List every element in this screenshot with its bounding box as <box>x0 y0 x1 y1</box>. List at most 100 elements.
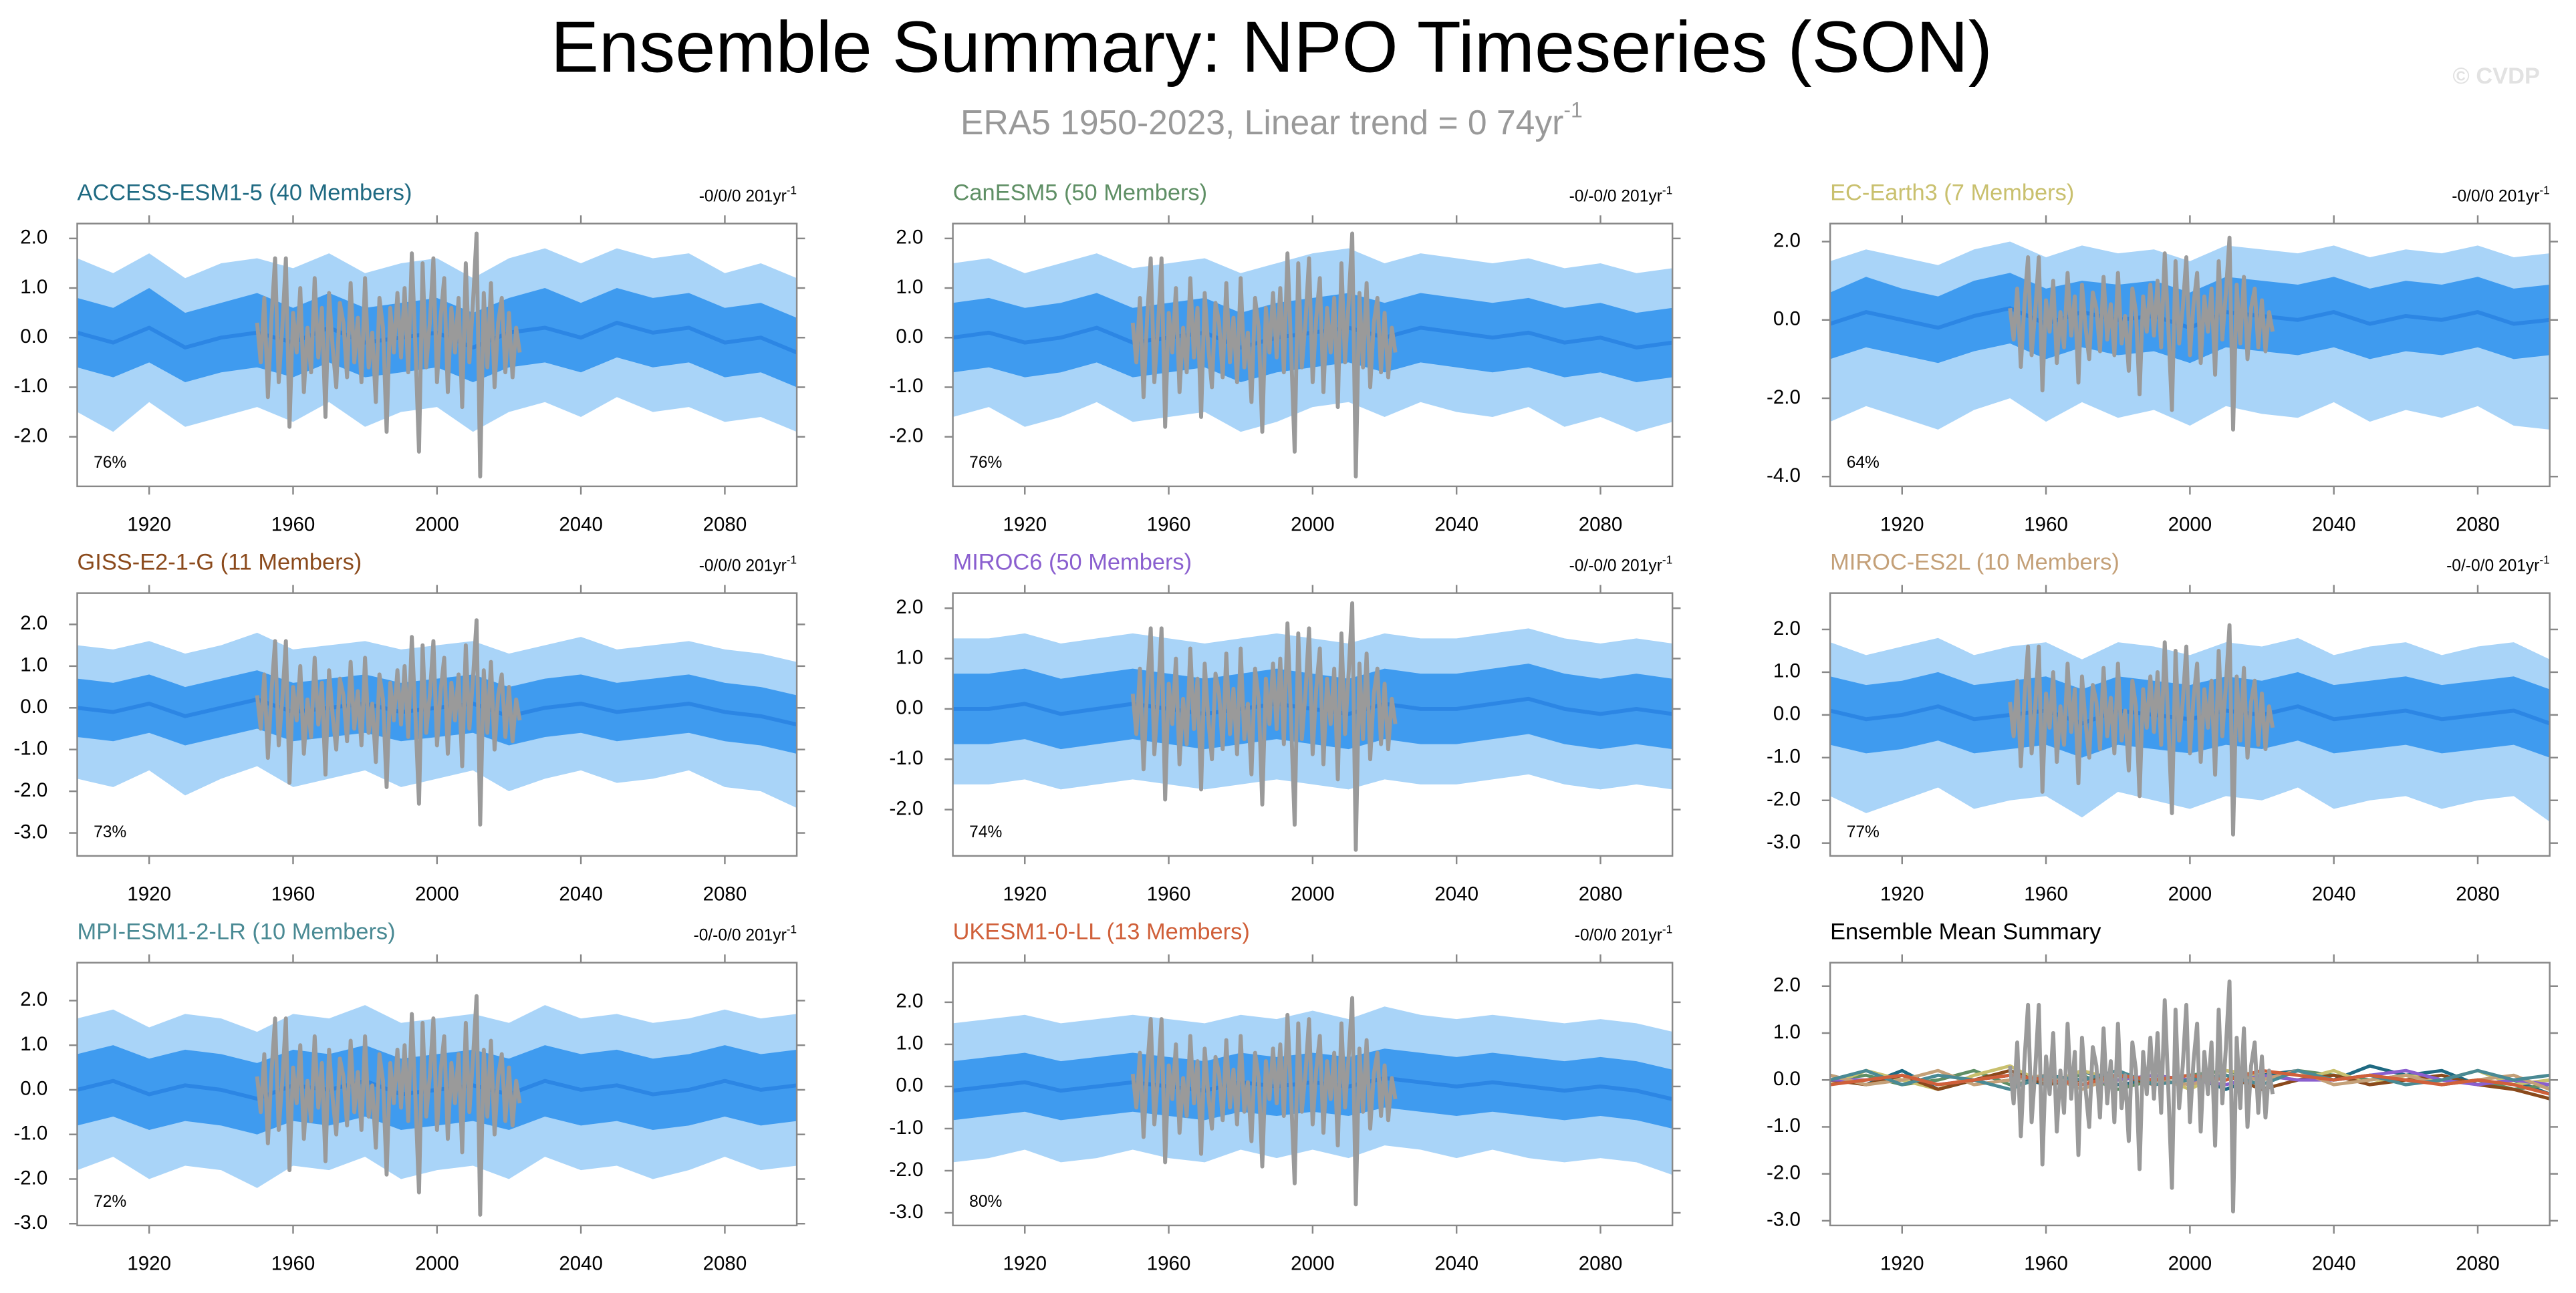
y-tick-label: 0.0 <box>20 1078 47 1100</box>
x-tick-label: 1920 <box>127 883 171 905</box>
y-tick-label: -2.0 <box>13 424 47 446</box>
y-tick-label: 1.0 <box>896 646 923 668</box>
x-tick-label: 2000 <box>1291 883 1335 905</box>
y-tick-label: -3.0 <box>1767 831 1801 853</box>
y-tick-label: -1.0 <box>1767 1115 1801 1137</box>
plot-area <box>77 994 797 1217</box>
x-tick-label: 2000 <box>415 514 459 536</box>
trend-label: -0/-0/0 201yr-1 <box>1569 183 1673 206</box>
y-tick-label: -3.0 <box>13 821 47 843</box>
y-tick-label: 2.0 <box>20 227 47 249</box>
y-tick-label: -1.0 <box>1767 746 1801 768</box>
x-tick-label: 2040 <box>2312 1253 2356 1275</box>
subtitle-exponent: -1 <box>1563 98 1582 122</box>
y-tick-label: -1.0 <box>890 375 924 397</box>
annotation: 77% <box>1847 823 1880 841</box>
x-tick-label: 2080 <box>1579 514 1623 536</box>
x-tick-label: 1920 <box>127 514 171 536</box>
x-tick-label: 1920 <box>1003 883 1047 905</box>
x-tick-label: 1960 <box>271 514 315 536</box>
y-tick-label: 2.0 <box>1773 229 1801 251</box>
trend-label: -0/0/0 201yr-1 <box>699 183 797 206</box>
x-tick-label: 2000 <box>1291 1253 1335 1275</box>
y-tick-label: 1.0 <box>20 654 47 676</box>
y-tick-label: -2.0 <box>890 424 924 446</box>
annotation: 73% <box>94 823 126 841</box>
y-tick-label: 1.0 <box>20 276 47 298</box>
x-tick-label: 2080 <box>1579 1253 1623 1275</box>
plot-area <box>1830 235 2550 432</box>
x-tick-label: 2000 <box>415 1253 459 1275</box>
x-tick-label: 2040 <box>559 514 603 536</box>
x-tick-label: 1960 <box>1147 1253 1191 1275</box>
plot-area <box>952 996 1673 1207</box>
plot-area <box>77 231 797 478</box>
trend-label: -0/-0/0 201yr-1 <box>694 922 797 945</box>
annotation: 72% <box>94 1193 126 1211</box>
y-tick-label: 1.0 <box>896 276 923 298</box>
panel-title: MIROC6 (50 Members) <box>953 549 1192 575</box>
panel: 64% -0/0/0 201yr-1 EC-Earth3 (7 Members) -4… <box>1767 180 2558 536</box>
annotation: 74% <box>969 823 1002 841</box>
x-tick-label: 2040 <box>1434 514 1478 536</box>
x-tick-label: 2040 <box>559 1253 603 1275</box>
observed-line <box>2008 623 2275 837</box>
x-tick-label: 2080 <box>703 1253 747 1275</box>
trend-exponent: -1 <box>1662 553 1672 566</box>
panel-title: ACCESS-ESM1-5 (40 Members) <box>78 180 412 205</box>
trend-label: -0/0/0 201yr-1 <box>2452 183 2549 206</box>
y-tick-label: -2.0 <box>890 797 924 819</box>
panel-title: MIROC-ES2L (10 Members) <box>1830 549 2119 575</box>
trend-text: -0/0/0 201yr <box>699 557 787 575</box>
y-tick-label: 1.0 <box>1773 660 1801 682</box>
plot-area <box>952 601 1673 852</box>
y-tick-label: -2.0 <box>1767 386 1801 408</box>
observed-line <box>2008 235 2275 432</box>
y-tick-label: 0.0 <box>1773 308 1801 330</box>
x-tick-label: 1960 <box>1147 514 1191 536</box>
x-tick-label: 2000 <box>2168 1253 2212 1275</box>
y-tick-label: -1.0 <box>13 375 47 397</box>
x-tick-label: 1920 <box>1880 514 1924 536</box>
plot-area <box>952 231 1673 478</box>
y-tick-label: -1.0 <box>13 1123 47 1145</box>
x-tick-label: 2040 <box>1434 1253 1478 1275</box>
trend-exponent: -1 <box>787 183 797 196</box>
y-tick-label: 0.0 <box>20 325 47 347</box>
observed-line <box>1130 231 1398 478</box>
panel: 76% -0/0/0 201yr-1 ACCESS-ESM1-5 (40 Membe… <box>13 180 805 536</box>
watermark: © CVDP <box>2452 63 2540 89</box>
x-tick-label: 2080 <box>703 883 747 905</box>
observed-line <box>255 618 522 827</box>
x-tick-label: 1960 <box>1147 883 1191 905</box>
trend-label: -0/0/0 201yr-1 <box>1575 922 1672 945</box>
y-tick-label: 1.0 <box>1773 1021 1801 1043</box>
y-tick-label: 2.0 <box>20 988 47 1010</box>
y-tick-label: 0.0 <box>1773 1068 1801 1090</box>
x-tick-label: 2080 <box>1579 883 1623 905</box>
y-tick-label: -1.0 <box>13 738 47 760</box>
trend-text: -0/-0/0 201yr <box>694 927 787 945</box>
panel-title: CanESM5 (50 Members) <box>953 180 1208 205</box>
trend-label: -0/-0/0 201yr-1 <box>1569 553 1673 575</box>
x-tick-label: 1960 <box>2024 883 2068 905</box>
y-tick-label: -2.0 <box>1767 1161 1801 1183</box>
x-tick-label: 2040 <box>2312 514 2356 536</box>
y-tick-label: 2.0 <box>896 596 923 618</box>
y-tick-label: -3.0 <box>13 1211 47 1234</box>
x-tick-label: 1960 <box>271 1253 315 1275</box>
x-tick-label: 2080 <box>2456 514 2500 536</box>
y-tick-label: -2.0 <box>13 1167 47 1189</box>
panel: 74% -0/-0/0 201yr-1 MIROC6 (50 Members) -2.… <box>890 549 1681 905</box>
trend-text: -0/0/0 201yr <box>2452 188 2539 206</box>
annotation: 80% <box>969 1193 1002 1211</box>
trend-exponent: -1 <box>1662 183 1672 196</box>
panel: Ensemble Mean Summary -3.0 -2.0 -1.0 0.0 1.0 2… <box>1767 919 2558 1275</box>
annotation: 76% <box>94 454 126 472</box>
trend-exponent: -1 <box>1662 922 1672 936</box>
trend-label: -0/0/0 201yr-1 <box>699 553 797 575</box>
y-tick-label: 0.0 <box>896 325 923 347</box>
observed-line <box>2008 979 2275 1213</box>
